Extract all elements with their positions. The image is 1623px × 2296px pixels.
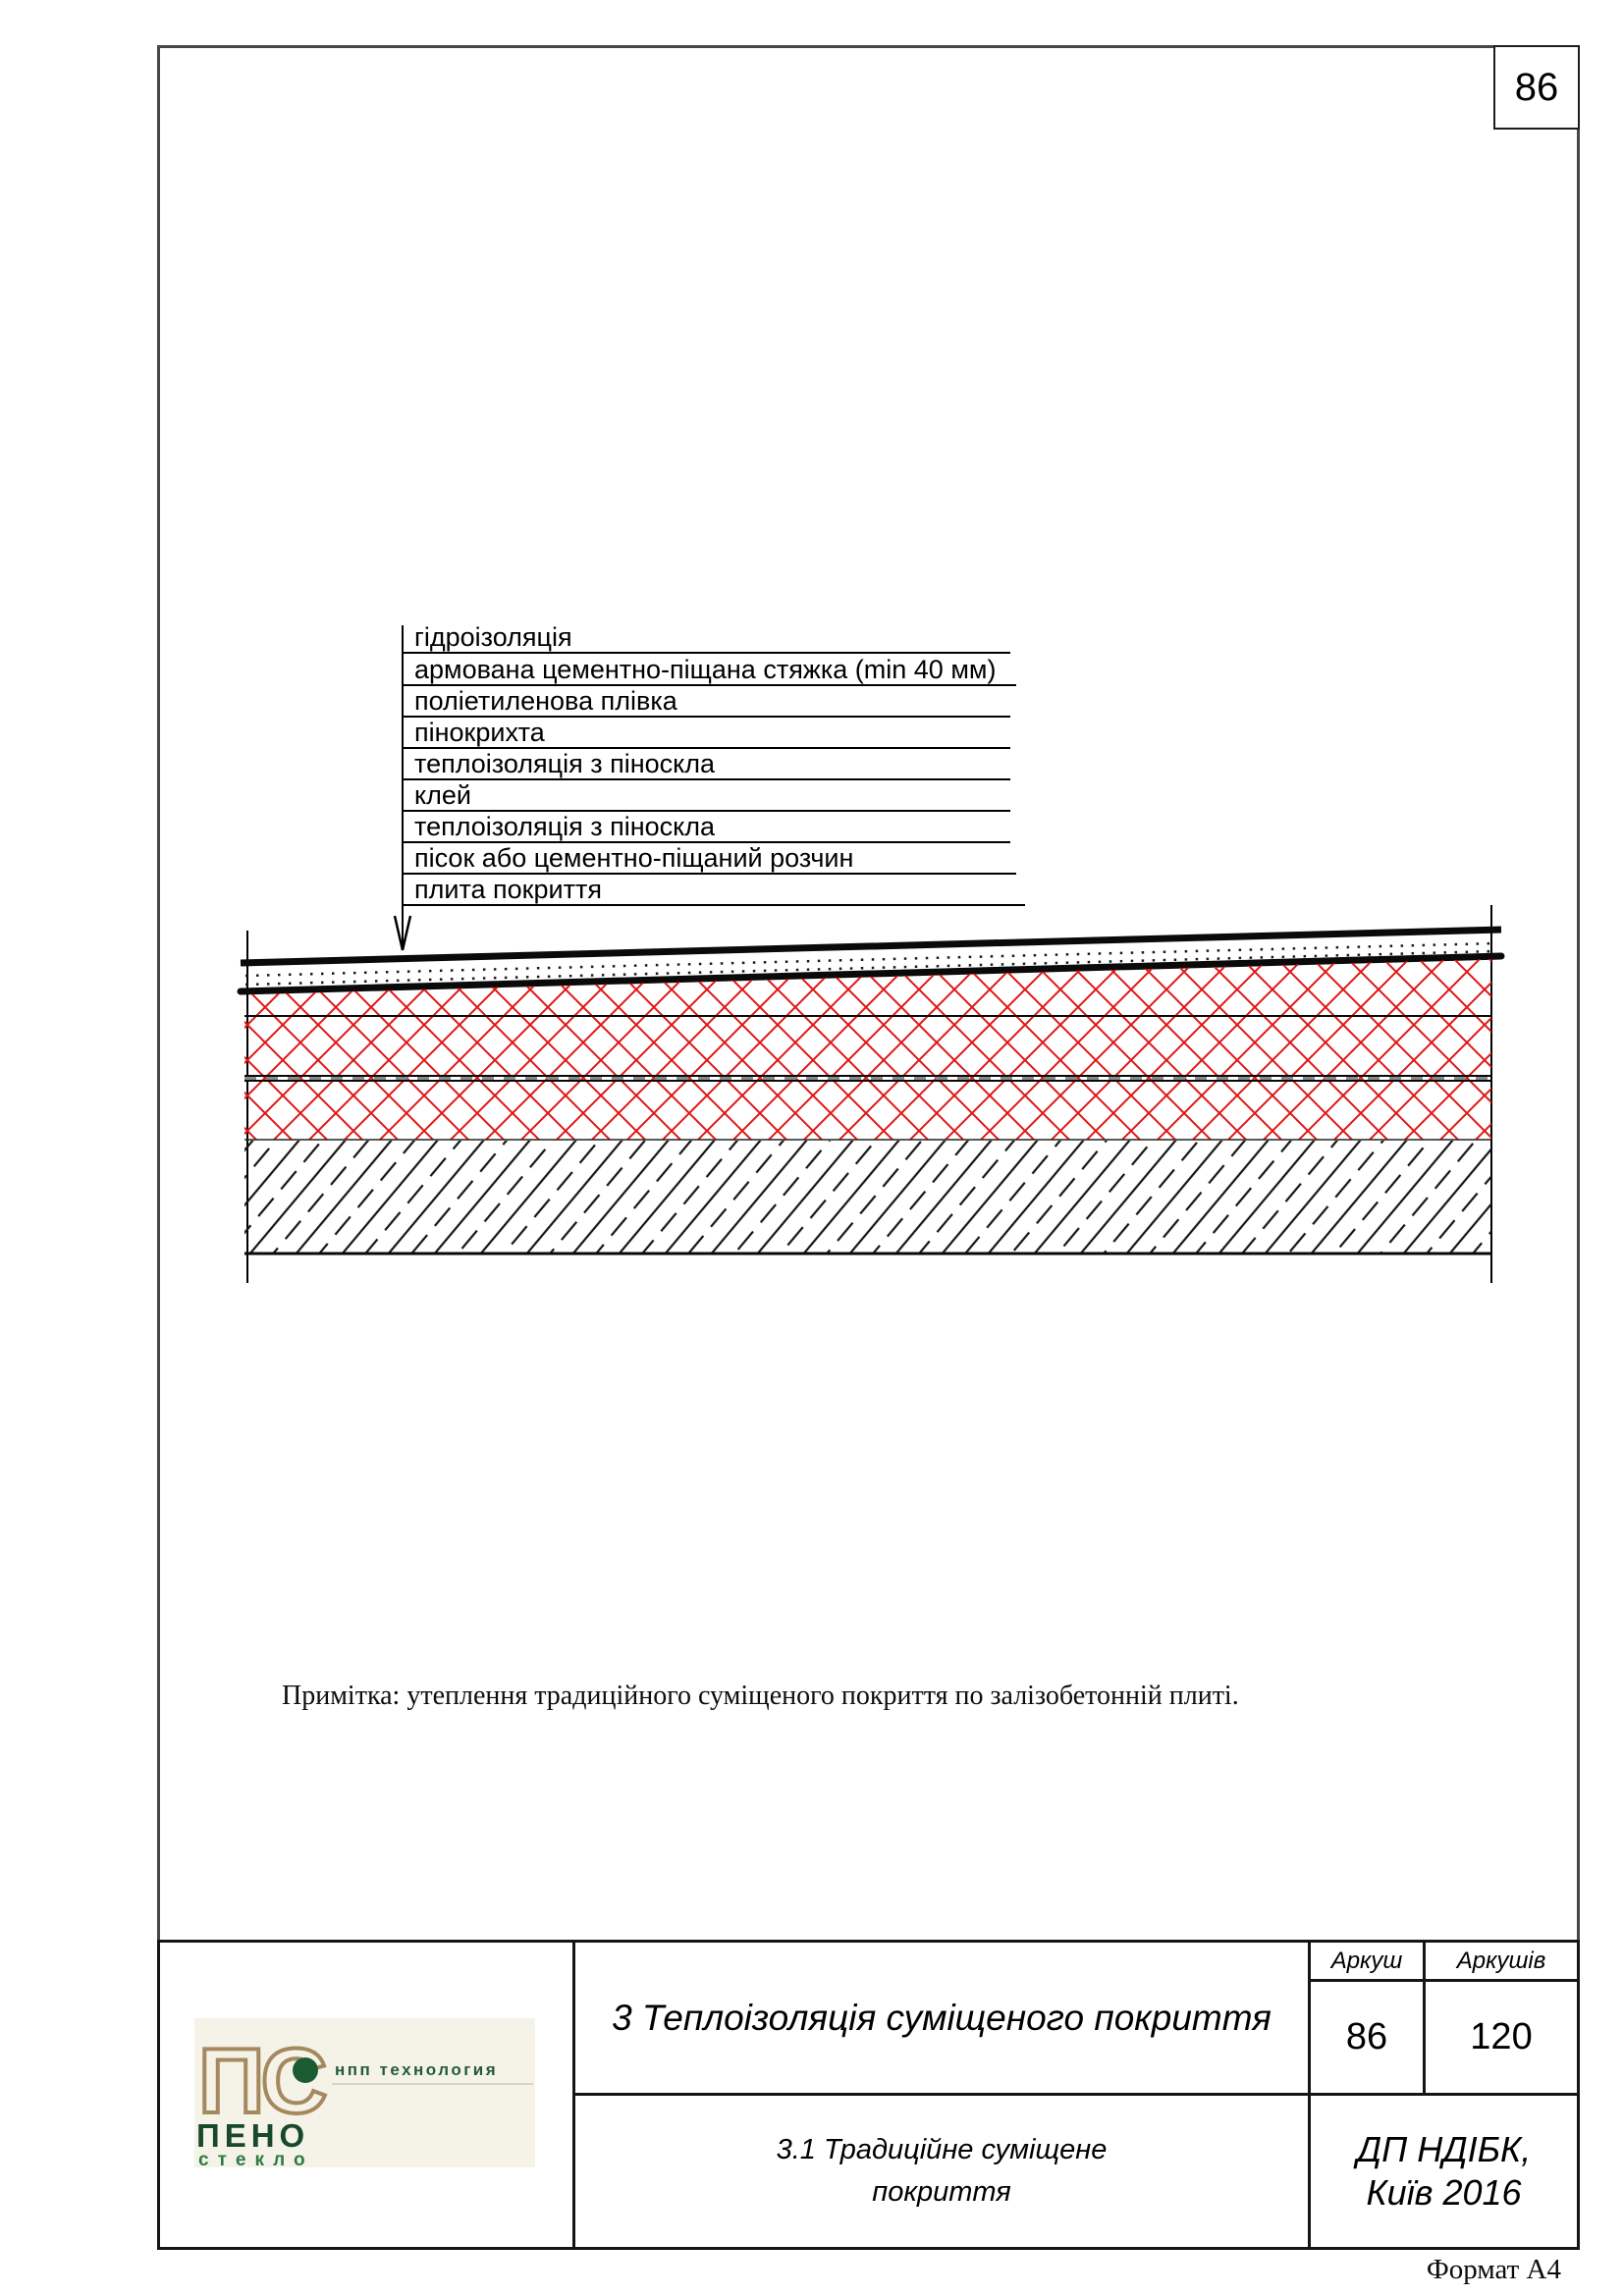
sheet-number: 86 — [1345, 2016, 1388, 2057]
section-title: 3 Теплоізоляція суміщеного покриття — [612, 1997, 1271, 2038]
subsection-title-line2: покриття — [872, 2176, 1011, 2208]
company-logo: ПС нпп технология ПЕНО стекло — [194, 2018, 535, 2167]
logo-dot-icon — [293, 2057, 318, 2083]
organization-line1: ДП НДІБК, — [1356, 2129, 1532, 2169]
layer-label-row: армована цементно-піщана стяжка (min 40 … — [403, 654, 1016, 686]
logo-monogram: ПС — [198, 2029, 326, 2132]
subsection-title-line1: 3.1 Традиційне суміщене — [776, 2134, 1108, 2165]
layer-label-row: пісок або цементно-піщаний розчин — [403, 842, 1016, 875]
format-label: Формат А4 — [1426, 2254, 1561, 2285]
layer-label-text: плита покриття — [414, 875, 602, 904]
layer-label-row: гідроізоляція — [403, 621, 1010, 654]
leader-line — [402, 625, 404, 920]
sheet-header: Аркуш — [1330, 1947, 1403, 1974]
logo-brand-line2: стекло — [198, 2150, 314, 2167]
layer-label-row: плита покриття — [403, 874, 1025, 906]
logo-brand-line1: ПЕНО — [196, 2117, 309, 2154]
organization-cell: ДП НДІБК, Київ 2016 — [1311, 2096, 1577, 2247]
layer-label-text: теплоізоляція з піноскла — [414, 749, 716, 778]
insulation-hatch-region — [244, 959, 1491, 1140]
layer-label-row: пінокрихта — [403, 717, 1010, 749]
title-block-divider — [572, 2093, 1580, 2096]
title-block-divider — [1308, 1979, 1580, 1982]
page-number-box: 86 — [1493, 45, 1580, 130]
glue-layer-line — [244, 1075, 1491, 1082]
layer-label-text: гідроізоляція — [414, 622, 572, 652]
layer-label-text: теплоізоляція з піноскла — [414, 812, 716, 841]
layer-label-row: клей — [403, 779, 1010, 812]
layer-label-text: поліетиленова плівка — [414, 686, 677, 716]
layer-label-row: теплоізоляція з піноскла — [403, 811, 1010, 843]
concrete-slab-hatch-region — [244, 1141, 1491, 1254]
layer-label-text: пісок або цементно-піщаний розчин — [414, 843, 854, 873]
subsection-title: 3.1 Традиційне суміщене покриття — [575, 2096, 1308, 2247]
layer-label-text: клей — [414, 780, 471, 810]
page-number: 86 — [1514, 65, 1559, 109]
organization-line2: Київ 2016 — [1366, 2172, 1522, 2213]
layer-label-text: пінокрихта — [414, 718, 545, 747]
sheets-total: 120 — [1470, 2016, 1533, 2057]
sheets-header: Аркушів — [1456, 1947, 1546, 1974]
layer-label-text: армована цементно-піщана стяжка (min 40 … — [414, 655, 997, 684]
layer-label-row: поліетиленова плівка — [403, 685, 1010, 718]
title-block-divider — [1423, 1940, 1426, 2095]
logo-background — [194, 2018, 535, 2167]
note-text: Примітка: утеплення традиційного суміщен… — [282, 1681, 1239, 1711]
film-layer-line — [237, 952, 1505, 995]
roof-cross-section-diagram — [237, 905, 1505, 1283]
waterproofing-layer-line — [240, 926, 1502, 967]
logo-company-text: нпп технология — [335, 2060, 498, 2079]
leader-arrowhead — [393, 913, 412, 951]
layer-label-row: теплоізоляція з піноскла — [403, 748, 1010, 780]
